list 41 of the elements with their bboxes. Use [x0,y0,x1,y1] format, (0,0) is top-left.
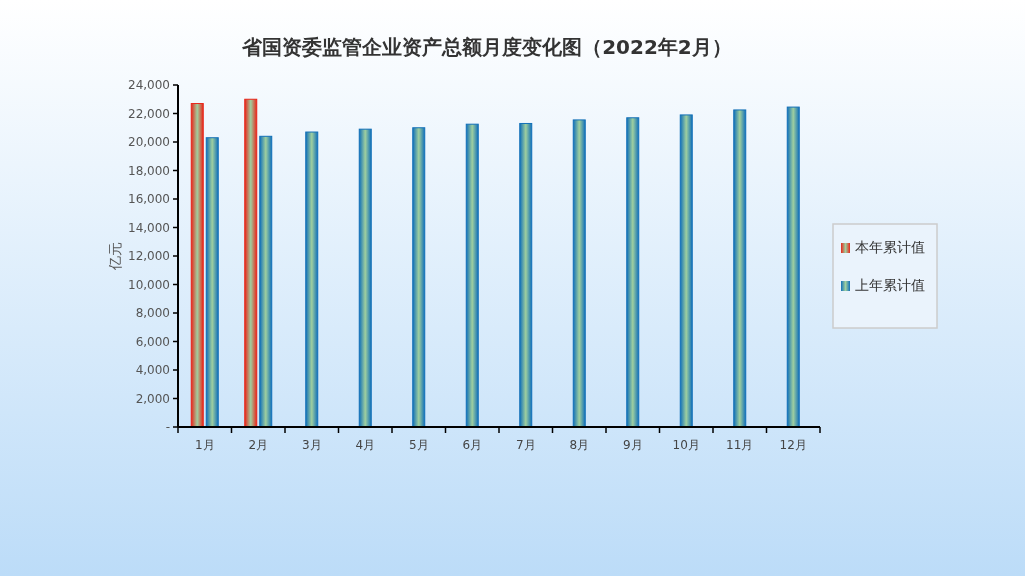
legend-label: 本年累计值 [855,239,925,255]
bar [305,131,319,428]
x-tick-label: 5月 [408,438,429,452]
x-tick-label: 9月 [622,438,643,452]
bar [358,128,372,428]
y-tick-label: 14,000 [128,220,170,235]
x-tick-label: 11月 [726,438,754,452]
y-tick-label: 22,000 [128,106,170,121]
legend-label: 上年累计值 [855,277,925,293]
y-tick-label: 24,000 [128,78,170,92]
x-tick-label: 3月 [301,438,322,452]
x-tick-label: 2月 [248,438,269,452]
bar [572,119,586,428]
x-tick-label: 1月 [194,438,215,452]
bar [626,117,640,428]
bar [465,123,479,428]
x-tick-label: 12月 [779,438,807,452]
bar [519,122,533,428]
y-tick-label: 4,000 [135,363,170,377]
y-tick-label: 12,000 [128,249,170,263]
bar [412,127,426,428]
bar [190,103,204,428]
x-tick-label: 7月 [515,438,536,452]
y-tick-label: 16,000 [128,192,170,206]
x-tick-label: 4月 [355,438,376,452]
x-tick-label: 6月 [462,438,483,452]
bar [244,98,258,428]
bar [786,106,800,428]
y-axis-title: 亿元 [107,242,123,271]
y-tick-label: - [165,420,170,434]
bar [733,109,747,428]
y-tick-label: 18,000 [128,163,170,178]
y-tick-label: 10,000 [128,277,170,292]
y-tick-label: 8,000 [135,306,170,320]
y-tick-label: 20,000 [128,135,170,149]
y-tick-label: 2,000 [135,391,170,406]
y-tick-label: 6,000 [135,334,170,349]
x-tick-label: 8月 [569,438,590,452]
chart-title: 省国资委监管企业资产总额月度变化图（2022年2月） [241,35,732,59]
bar [679,114,693,428]
x-tick-label: 10月 [672,438,700,452]
